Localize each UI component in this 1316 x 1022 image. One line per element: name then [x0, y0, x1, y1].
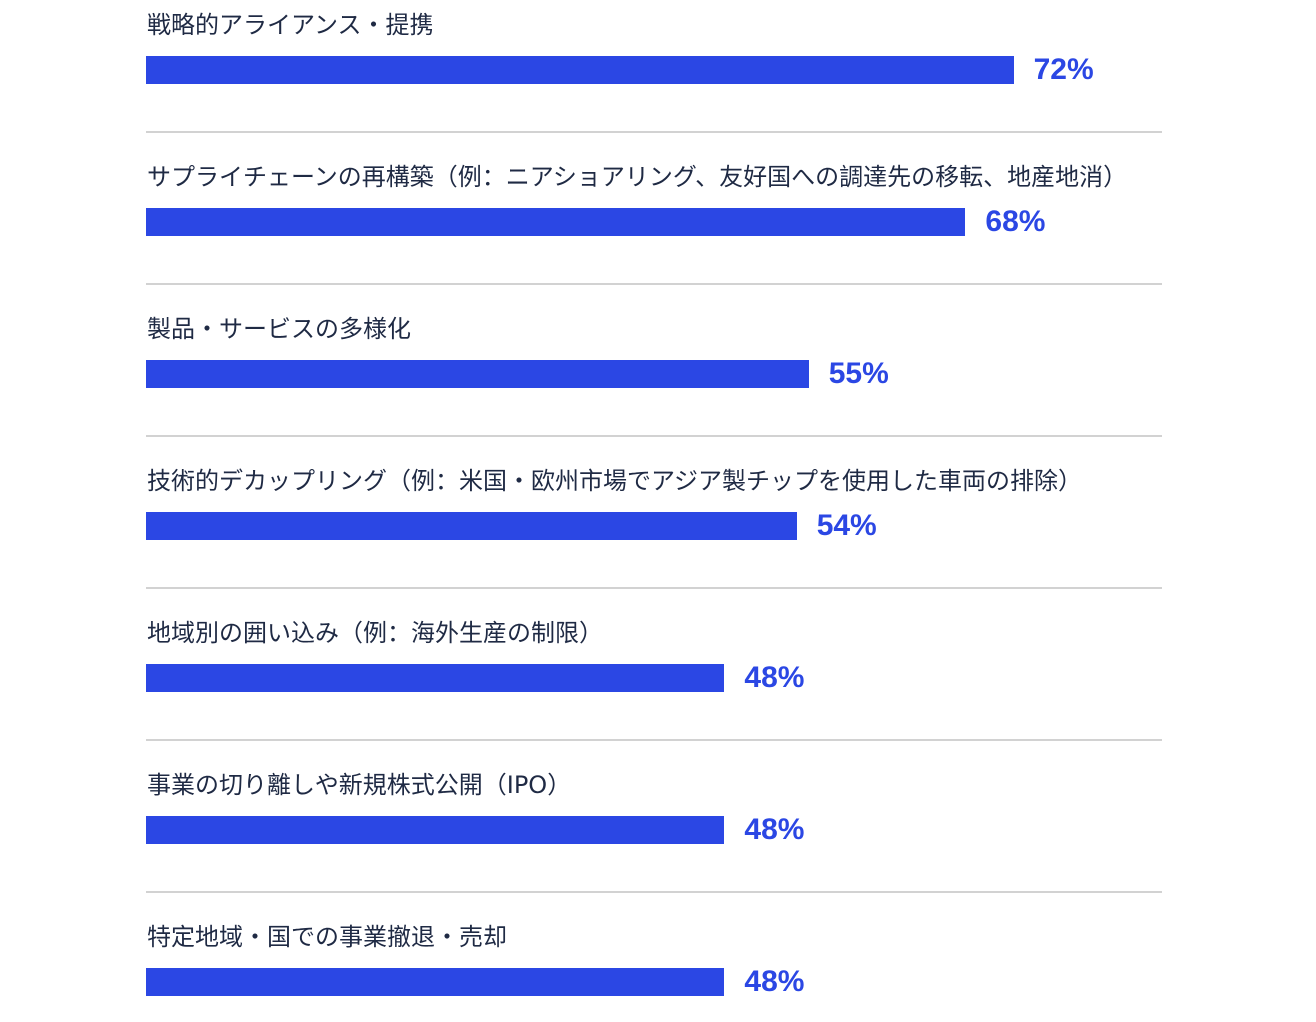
- category-label: 地域別の囲い込み（例：海外生産の制限）: [147, 619, 603, 647]
- bar: [146, 816, 725, 844]
- value-label: 55%: [828, 357, 889, 390]
- value-label: 48%: [744, 661, 805, 694]
- bar: [146, 968, 725, 996]
- category-label: サプライチェーンの再構築（例：ニアショアリング、友好国への調達先の移転、地産地消…: [147, 163, 1128, 191]
- category-label: 製品・サービスの多様化: [147, 315, 411, 343]
- row-divider: [146, 891, 1162, 893]
- bar: [146, 56, 1014, 84]
- value-label: 68%: [985, 205, 1046, 238]
- category-label: 事業の切り離しや新規株式公開（IPO）: [147, 771, 572, 799]
- row-divider: [146, 739, 1162, 741]
- value-label: 48%: [744, 813, 805, 846]
- bar: [146, 512, 797, 540]
- value-label: 72%: [1033, 53, 1094, 86]
- row-divider: [146, 435, 1162, 437]
- value-label: 48%: [744, 965, 805, 998]
- bar: [146, 360, 809, 388]
- bar: [146, 208, 966, 236]
- category-label: 戦略的アライアンス・提携: [147, 11, 434, 39]
- bar: [146, 664, 725, 692]
- row-divider: [146, 283, 1162, 285]
- row-divider: [146, 587, 1162, 589]
- value-label: 54%: [816, 509, 877, 542]
- category-label: 特定地域・国での事業撤退・売却: [147, 923, 507, 951]
- row-divider: [146, 131, 1162, 133]
- category-label: 技術的デカップリング（例：米国・欧州市場でアジア製チップを使用した車両の排除）: [147, 467, 1083, 495]
